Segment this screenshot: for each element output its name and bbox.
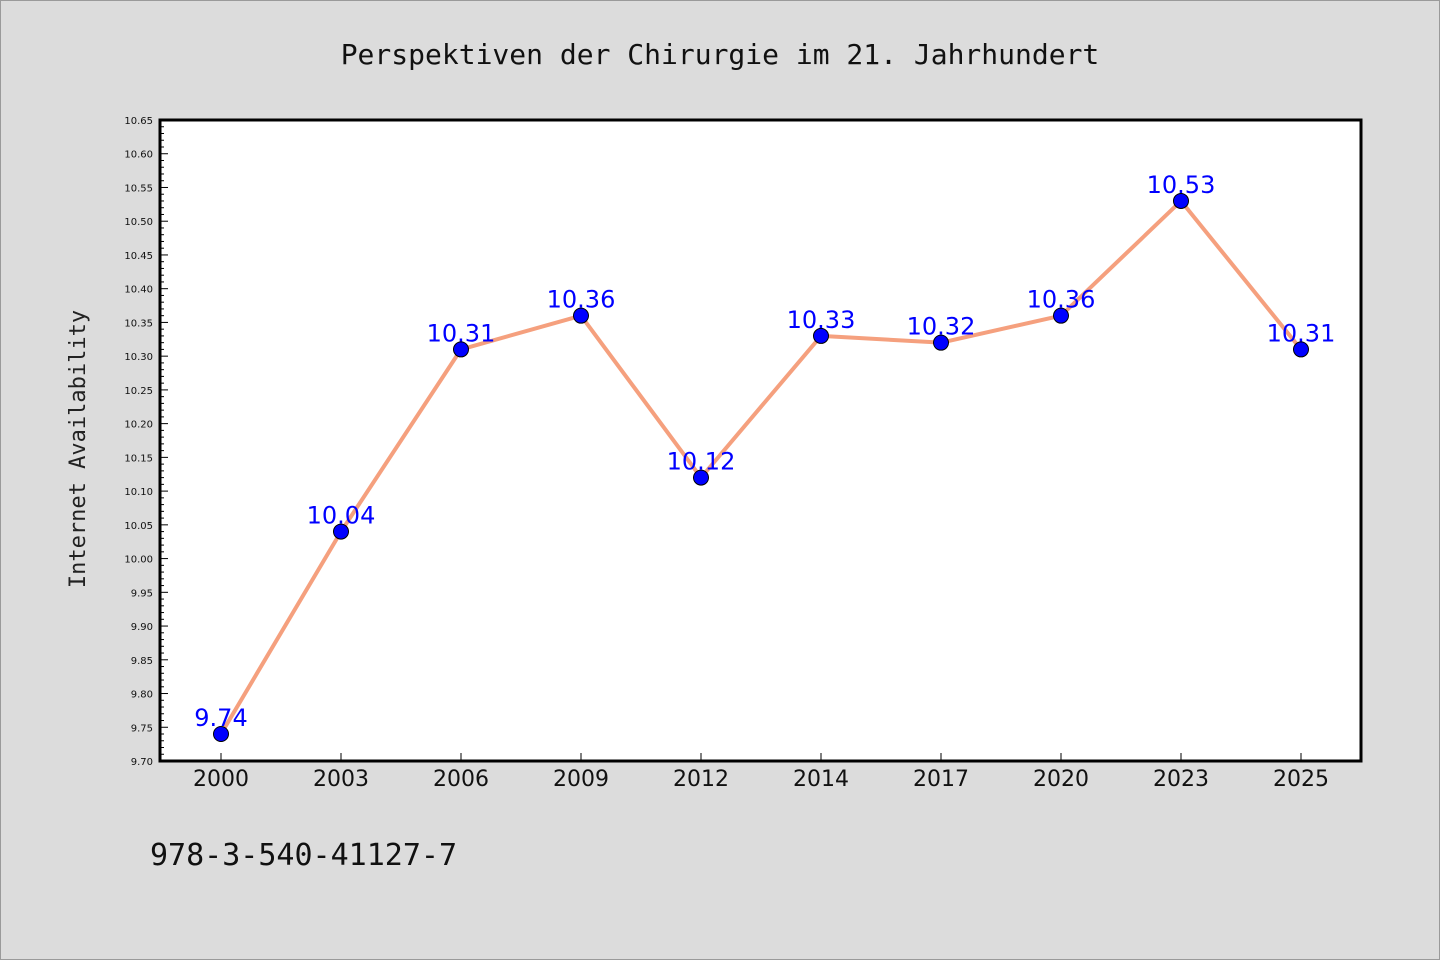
y-tick-label: 10.55 xyxy=(124,183,153,194)
y-tick-label: 9.80 xyxy=(131,690,153,701)
y-tick-label: 10.15 xyxy=(124,453,153,464)
y-tick-label: 10.20 xyxy=(124,420,153,431)
series-layer xyxy=(213,192,1309,743)
y-tick-label: 10.30 xyxy=(124,352,153,363)
data-point xyxy=(333,523,349,540)
data-label: 10.31 xyxy=(427,319,496,347)
x-tick-label: 2009 xyxy=(553,767,609,792)
data-point xyxy=(1173,192,1189,209)
data-label-layer: 9.74 10.04 10.31 10.36 10.12 10.33 10.32 10.36 1… xyxy=(194,171,1335,732)
y-tick-label: 10.05 xyxy=(124,521,153,532)
data-label: 10.12 xyxy=(667,448,736,476)
x-axis: 2000 2003 2006 2009 2012 2014 2017 2020 2023 2025 xyxy=(193,753,1329,792)
y-tick-label: 10.65 xyxy=(124,116,153,127)
data-label: 10.04 xyxy=(307,502,376,530)
data-label: 10.53 xyxy=(1147,171,1216,199)
y-axis: 9.70 9.75 9.80 9.85 9.90 9.95 10.00 10.05 10.10 1… xyxy=(124,116,168,768)
data-label: 10.31 xyxy=(1267,319,1336,347)
y-tick-label: 9.75 xyxy=(131,723,153,734)
y-tick-label: 9.85 xyxy=(131,656,153,667)
y-tick-label: 9.95 xyxy=(131,588,153,599)
footer-isbn: 978-3-540-41127-7 xyxy=(150,838,457,873)
x-tick-label: 2000 xyxy=(193,767,249,792)
data-label: 9.74 xyxy=(194,704,247,732)
x-tick-label: 2020 xyxy=(1033,767,1089,792)
x-tick-label: 2017 xyxy=(913,767,969,792)
y-axis-label: Internet Availability xyxy=(66,310,91,588)
data-point xyxy=(933,334,949,351)
x-tick-label: 2003 xyxy=(313,767,369,792)
data-label: 10.33 xyxy=(787,306,856,334)
data-label: 10.32 xyxy=(907,313,976,341)
x-tick-label: 2023 xyxy=(1153,767,1209,792)
x-tick-label: 2014 xyxy=(793,767,849,792)
y-tick-label: 10.45 xyxy=(124,251,153,262)
y-tick-label: 10.40 xyxy=(124,285,153,296)
chart-title: Perspektiven der Chirurgie im 21. Jahrhu… xyxy=(341,38,1100,71)
y-tick-label: 9.70 xyxy=(131,757,153,768)
x-tick-label: 2006 xyxy=(433,767,489,792)
y-tick-label: 10.35 xyxy=(124,318,153,329)
plot-area xyxy=(158,118,1363,763)
y-tick-label: 10.25 xyxy=(124,386,153,397)
data-point xyxy=(573,307,589,324)
data-point xyxy=(1293,341,1309,358)
data-label: 10.36 xyxy=(1027,286,1096,314)
y-tick-label: 9.90 xyxy=(131,622,153,633)
x-tick-label: 2012 xyxy=(673,767,729,792)
series-line xyxy=(219,198,1303,737)
data-point xyxy=(813,327,829,344)
y-tick-label: 10.50 xyxy=(124,217,153,228)
data-point xyxy=(693,469,709,486)
y-tick-label: 10.00 xyxy=(124,555,153,566)
y-tick-label: 10.60 xyxy=(124,150,153,161)
data-point xyxy=(213,726,229,743)
y-tick-label: 10.10 xyxy=(124,487,153,498)
data-point xyxy=(453,341,469,358)
x-tick-label: 2025 xyxy=(1273,767,1329,792)
data-point xyxy=(1053,307,1069,324)
data-label: 10.36 xyxy=(547,286,616,314)
